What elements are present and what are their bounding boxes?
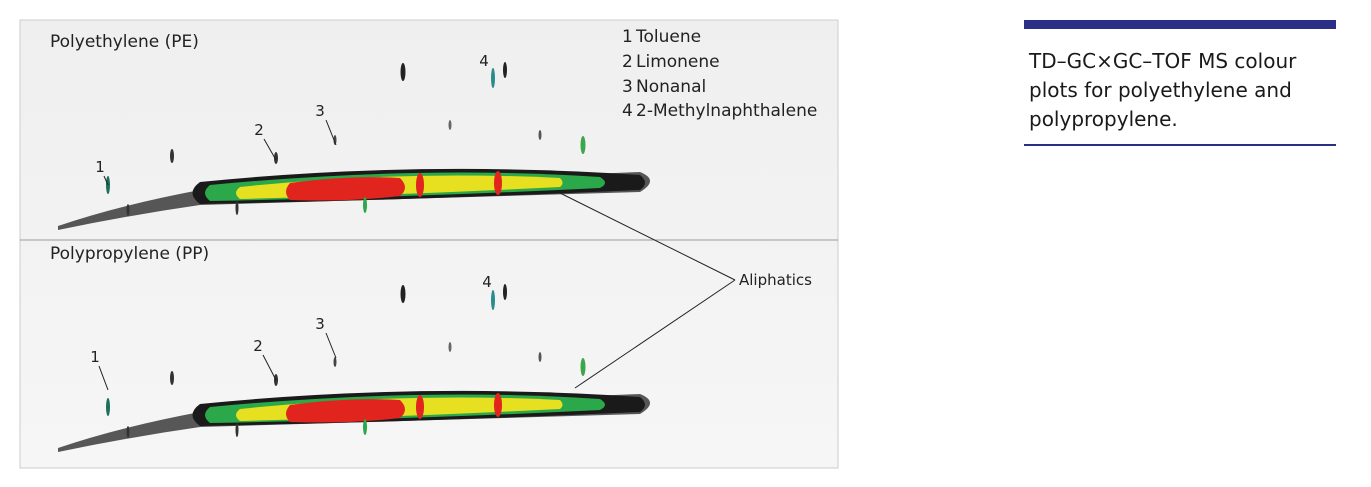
annotation: Aliphatics xyxy=(739,271,812,289)
panel-title: Polyethylene (PE) xyxy=(50,32,199,52)
legend-number: 2 xyxy=(622,52,633,72)
legend-number: 3 xyxy=(622,77,633,97)
legend-number: 1 xyxy=(622,27,633,47)
peak-label: 4 xyxy=(482,273,492,291)
legend-name: Limonene xyxy=(636,52,720,72)
peak-label: 3 xyxy=(315,102,325,120)
figure: Polyethylene (PE) Polypropylene (PP) 1 2… xyxy=(19,19,839,469)
legend-name: Toluene xyxy=(635,27,701,47)
leader-lines xyxy=(98,119,736,391)
peak-label: 1 xyxy=(95,158,105,176)
legend-number: 4 xyxy=(622,101,633,121)
legend-name: 2-Methylnaphthalene xyxy=(636,101,817,121)
peak-label: 2 xyxy=(254,121,264,139)
peak-label: 2 xyxy=(253,337,263,355)
peak-label: 1 xyxy=(90,348,100,366)
peak-label: 3 xyxy=(315,315,325,333)
peak-label: 4 xyxy=(479,52,489,70)
panel-title: Polypropylene (PP) xyxy=(50,244,209,264)
legend-name: Nonanal xyxy=(636,77,706,97)
caption: TD–GC×GC–TOF MS colour plots for polyeth… xyxy=(1024,20,1336,146)
